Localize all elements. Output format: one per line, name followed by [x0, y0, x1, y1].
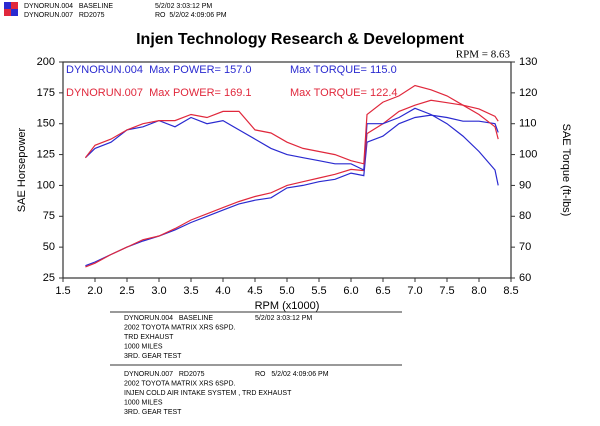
y2-tick-label: 120 — [519, 87, 537, 99]
y-tick-label: 200 — [37, 56, 55, 68]
x-tick-label: 6.5 — [375, 285, 390, 297]
note-line: 1000 MILES — [124, 343, 163, 350]
x-tick-label: 2.5 — [119, 285, 134, 297]
y-tick-label: 100 — [37, 179, 55, 191]
y-tick-label: 150 — [37, 118, 55, 130]
note-line: 1000 MILES — [124, 399, 163, 406]
x-tick-label: 7.0 — [407, 285, 422, 297]
y-tick-label: 75 — [43, 210, 55, 222]
y2-tick-label: 80 — [519, 210, 531, 222]
y-tick-label: 25 — [43, 272, 55, 284]
series-line — [84, 84, 499, 165]
x-tick-label: 3.0 — [151, 285, 166, 297]
x-tick-label: 4.0 — [215, 285, 230, 297]
x-tick-label: 6.0 — [343, 285, 358, 297]
x-tick-label: 8.0 — [471, 285, 486, 297]
header-run: DYNORUN.007 RD2075 — [24, 12, 105, 19]
note-line: INJEN COLD AIR INTAKE SYSTEM , TRD EXHAU… — [124, 390, 292, 397]
y2-tick-label: 70 — [519, 241, 531, 253]
x-tick-label: 3.5 — [183, 285, 198, 297]
note-line: 2002 TOYOTA MATRIX XRS 6SPD. — [124, 324, 236, 331]
annotation: RPM = 8.63 — [456, 49, 511, 61]
note-date: 5/2/02 3:03:12 PM — [255, 315, 312, 322]
annotation: DYNORUN.007 Max POWER= 169.1 — [66, 87, 252, 99]
series-line — [85, 99, 499, 268]
x-axis-label: RPM (x1000) — [255, 300, 320, 312]
header-date: 5/2/02 3:03:12 PM — [155, 3, 212, 10]
x-tick-label: 4.5 — [247, 285, 262, 297]
note-run: DYNORUN.007 RD2075 — [124, 371, 205, 378]
y2-tick-label: 60 — [519, 272, 531, 284]
x-tick-label: 1.5 — [55, 285, 70, 297]
annotation: DYNORUN.004 Max POWER= 157.0 — [66, 64, 252, 76]
chart-title: Injen Technology Research & Development — [136, 31, 464, 48]
annotation: Max TORQUE= 115.0 — [290, 64, 397, 76]
series-line — [85, 114, 499, 267]
note-line: 3RD. GEAR TEST — [124, 409, 182, 416]
y2-tick-label: 110 — [519, 118, 537, 130]
annotation: Max TORQUE= 122.4 — [290, 87, 398, 99]
series-line — [84, 107, 499, 186]
y2-tick-label: 100 — [519, 148, 537, 160]
y2-axis-label: SAE Torque (ft-lbs) — [560, 124, 572, 217]
note-date: RO 5/2/02 4:09:06 PM — [255, 371, 329, 378]
header-date: RO 5/2/02 4:09:06 PM — [155, 12, 227, 19]
note-line: 3RD. GEAR TEST — [124, 353, 182, 360]
y2-tick-label: 90 — [519, 179, 531, 191]
y-tick-label: 175 — [37, 87, 55, 99]
x-tick-label: 5.0 — [279, 285, 294, 297]
header-run: DYNORUN.004 BASELINE — [24, 3, 113, 10]
y2-tick-label: 130 — [519, 56, 537, 68]
note-line: 2002 TOYOTA MATRIX XRS 6SPD. — [124, 380, 236, 387]
x-tick-label: 7.5 — [439, 285, 454, 297]
y-tick-label: 50 — [43, 241, 55, 253]
note-line: TRD EXHAUST — [124, 334, 174, 341]
x-tick-label: 2.0 — [87, 285, 102, 297]
logo-icon — [4, 2, 18, 16]
y-axis-label: SAE Horsepower — [16, 127, 28, 212]
x-tick-label: 5.5 — [311, 285, 326, 297]
y-tick-label: 125 — [37, 148, 55, 160]
note-run: DYNORUN.004 BASELINE — [124, 315, 213, 322]
x-tick-label: 8.5 — [503, 285, 518, 297]
